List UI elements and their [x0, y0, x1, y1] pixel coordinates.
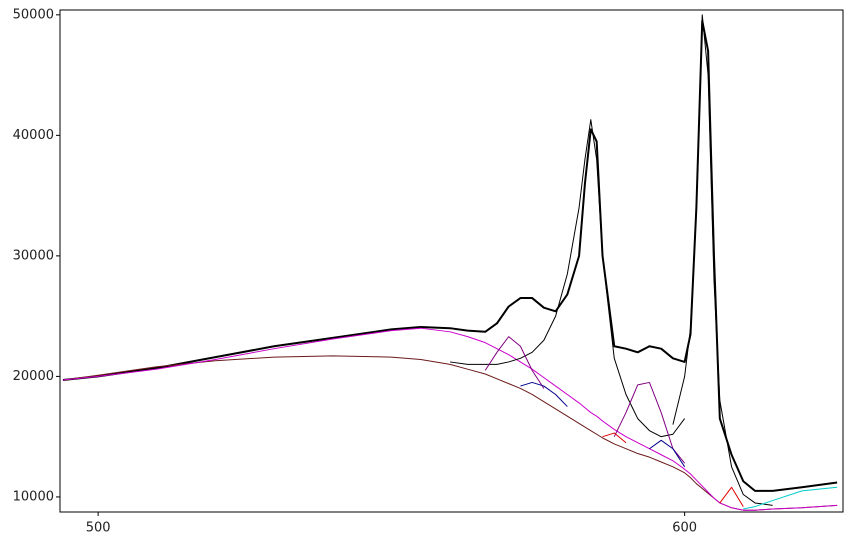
- series-line: [743, 486, 838, 510]
- series-line: [672, 14, 773, 506]
- series-line: [62, 19, 838, 492]
- series-line: [449, 119, 686, 438]
- series-line: [62, 327, 838, 511]
- plot-frame: [59, 9, 844, 513]
- y-tick-label: 20000: [13, 369, 54, 384]
- y-tick-label: 30000: [13, 248, 54, 263]
- series-line: [484, 336, 686, 464]
- series-line: [602, 432, 744, 507]
- series-line: [520, 381, 686, 468]
- series-line: [62, 355, 838, 511]
- x-tick-label: 500: [86, 521, 111, 536]
- y-tick-label: 50000: [13, 7, 54, 22]
- x-tick-label: 600: [672, 521, 697, 536]
- y-tick-label: 40000: [13, 128, 54, 143]
- y-tick-label: 10000: [13, 489, 54, 504]
